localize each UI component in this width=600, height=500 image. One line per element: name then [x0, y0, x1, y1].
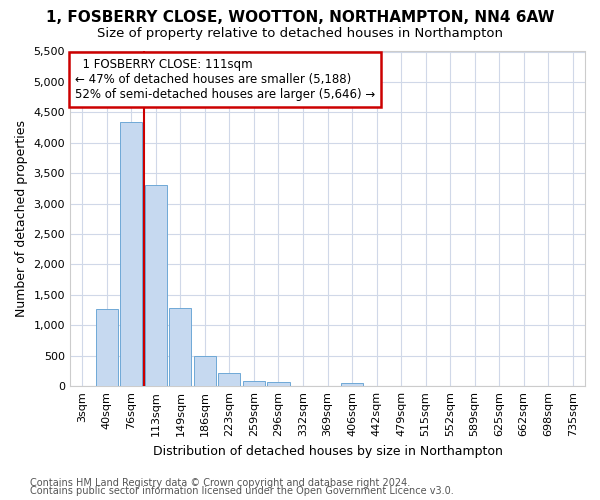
Text: 1, FOSBERRY CLOSE, WOOTTON, NORTHAMPTON, NN4 6AW: 1, FOSBERRY CLOSE, WOOTTON, NORTHAMPTON,…	[46, 10, 554, 25]
Bar	[341, 383, 363, 386]
Bar	[145, 186, 167, 386]
Y-axis label: Number of detached properties: Number of detached properties	[15, 120, 28, 318]
Bar	[268, 382, 290, 386]
Text: Contains HM Land Registry data © Crown copyright and database right 2024.: Contains HM Land Registry data © Crown c…	[30, 478, 410, 488]
Bar	[169, 308, 191, 386]
X-axis label: Distribution of detached houses by size in Northampton: Distribution of detached houses by size …	[152, 444, 502, 458]
Text: 1 FOSBERRY CLOSE: 111sqm
← 47% of detached houses are smaller (5,188)
52% of sem: 1 FOSBERRY CLOSE: 111sqm ← 47% of detach…	[75, 58, 376, 101]
Bar	[96, 309, 118, 386]
Text: Size of property relative to detached houses in Northampton: Size of property relative to detached ho…	[97, 28, 503, 40]
Bar	[121, 122, 142, 386]
Bar	[218, 373, 241, 386]
Bar	[194, 356, 216, 386]
Text: Contains public sector information licensed under the Open Government Licence v3: Contains public sector information licen…	[30, 486, 454, 496]
Bar	[243, 380, 265, 386]
